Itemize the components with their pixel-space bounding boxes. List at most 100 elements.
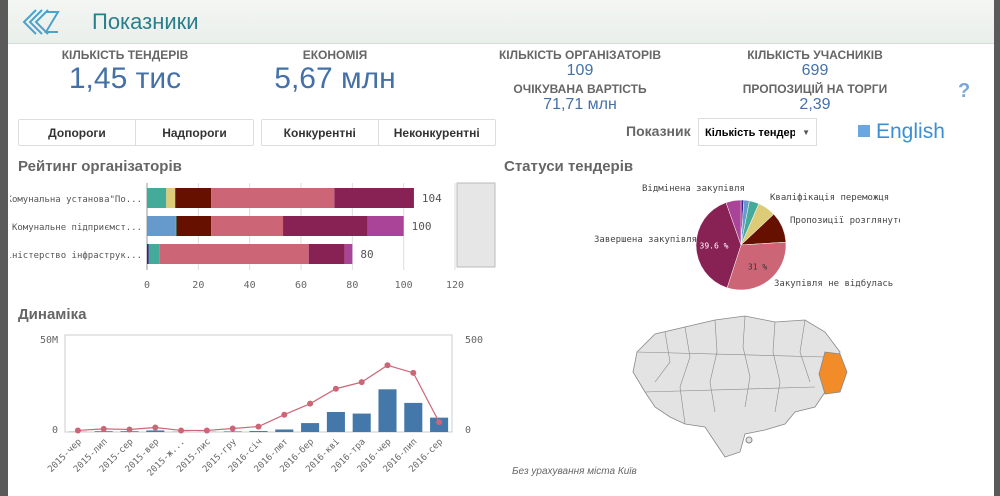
scrollbar-minimap: [456, 182, 496, 268]
pie-legend-label: Кваліфікація переможця: [770, 193, 889, 203]
window-frame-left: [0, 0, 8, 496]
region-borders: [636, 315, 826, 425]
kpi-label: ЕКОНОМІЯ: [302, 48, 368, 62]
bar-segment: [148, 244, 160, 264]
bar-segment: [176, 216, 212, 236]
bar-segment: [334, 188, 414, 208]
line-point: [307, 400, 314, 407]
kpi-value: 1,45 тис: [68, 62, 182, 95]
y-right-tick: 500: [465, 335, 483, 346]
window-frame-right: [994, 0, 1000, 496]
page-title: Показники: [92, 9, 199, 34]
x-tick-label: 60: [295, 280, 307, 291]
kpi-economy: ЕКОНОМІЯ 5,67 млн: [260, 48, 410, 96]
pie-slice: [726, 241, 787, 291]
kpi-value: 109: [566, 62, 594, 79]
highlighted-region[interactable]: [818, 351, 848, 395]
kpi-participants: КІЛЬКІСТЬ УЧАСНИКІВ 699: [730, 48, 900, 80]
competition-filter: Конкурентні Неконкурентні: [261, 119, 496, 146]
bar: [249, 431, 268, 432]
x-tick-label: 40: [244, 280, 256, 291]
bar-segment: [211, 216, 284, 236]
category-label: Міністерство інфраструк...: [10, 251, 142, 261]
language-link[interactable]: English: [858, 120, 945, 144]
bar-segment: [147, 216, 176, 236]
filter-competitive[interactable]: Конкурентні: [262, 120, 379, 145]
y-left-tick: 0: [52, 425, 58, 436]
filter-below-threshold[interactable]: Допороги: [19, 120, 136, 145]
header: Показники: [8, 0, 994, 44]
line-point: [384, 362, 391, 369]
pie-legend-label: Завершена закупівля: [594, 235, 697, 245]
line-point: [410, 369, 417, 376]
bar-segment: [159, 244, 309, 264]
kpi-label: ОЧІКУВАНА ВАРТІСТЬ: [513, 82, 647, 96]
bar-total-label: 80: [360, 248, 373, 261]
pie-legend-label: Закупівля не відбулась: [774, 278, 893, 289]
bar-segment: [308, 244, 345, 264]
organizers-rating-chart: 0 20 40 60 80 100 120 Комунальна установа"По...…: [10, 182, 496, 291]
indicator-select[interactable]: Кількість тендерів ▼: [698, 118, 817, 146]
bar: [352, 413, 371, 432]
map-note: Без урахування міста Київ: [512, 466, 637, 477]
x-tick-label: 120: [446, 280, 464, 291]
line-point: [74, 427, 81, 434]
kpi-value: 699: [801, 62, 829, 79]
ukraine-map[interactable]: [625, 312, 855, 462]
rating-title: Рейтинг організаторів: [18, 158, 182, 175]
threshold-filter: Допороги Надпороги: [18, 119, 254, 146]
bar-segment: [283, 216, 368, 236]
indicator-value: Кількість тендерів: [705, 127, 795, 139]
bar: [275, 429, 294, 432]
bar-total-label: 104: [422, 192, 442, 205]
line-point: [358, 379, 365, 386]
bar-segment: [344, 244, 353, 264]
bar: [326, 412, 345, 432]
x-tick-label: 100: [395, 280, 413, 291]
line-point: [152, 424, 159, 431]
bar: [378, 389, 397, 432]
line-point: [126, 426, 133, 433]
filter-above-threshold[interactable]: Надпороги: [162, 125, 227, 140]
indicator-label: Показник: [626, 123, 691, 139]
y-left-tick: 50M: [40, 335, 58, 346]
pie-legend-label: Відмінена закупівля: [642, 184, 745, 194]
category-label: Комунальна установа"По...: [10, 195, 142, 205]
dynamics-chart: 50M050002015-чер2015-лип2015-сер2015-вер…: [40, 334, 483, 479]
chevron-down-icon: ▼: [802, 128, 810, 137]
kpi-expected: ОЧІКУВАНА ВАРТІСТЬ 71,71 млн: [490, 82, 670, 114]
bar: [301, 423, 320, 432]
kpi-label: ПРОПОЗИЦІЙ НА ТОРГИ: [742, 82, 888, 96]
line-point: [332, 385, 339, 392]
kpi-tenders: КІЛЬКІСТЬ ТЕНДЕРІВ 1,45 тис: [40, 48, 210, 96]
dynamics-title: Динаміка: [18, 306, 87, 323]
kpi-label: КІЛЬКІСТЬ УЧАСНИКІВ: [747, 48, 883, 62]
filter-noncompetitive[interactable]: Неконкурентні: [393, 125, 480, 140]
bar-segment: [166, 188, 176, 208]
bar-total-label: 100: [412, 220, 432, 233]
bar-segment: [147, 188, 167, 208]
statuses-title: Статуси тендерів: [504, 158, 634, 175]
kpi-label: КІЛЬКІСТЬ ТЕНДЕРІВ: [61, 48, 189, 62]
line-point: [436, 419, 443, 426]
tender-status-pie: 31 % 39.6 % Кваліфікація переможця Пропозиц…: [594, 184, 900, 291]
help-icon[interactable]: ?: [958, 80, 971, 102]
line-point: [281, 411, 288, 418]
bar: [146, 430, 165, 432]
language-label: English: [876, 120, 945, 143]
x-tick-label: 80: [346, 280, 358, 291]
bar-segment: [147, 244, 149, 264]
line-point: [229, 425, 236, 432]
x-tick-label: 20: [192, 280, 204, 291]
bar-segment: [211, 188, 335, 208]
kpi-value: 5,67 млн: [274, 62, 396, 95]
slice-percent-label: 31 %: [748, 262, 767, 271]
pie-slice: [695, 202, 742, 289]
line-point: [178, 427, 185, 434]
kpi-organizers: КІЛЬКІСТЬ ОРГАНІЗАТОРІВ 109: [490, 48, 670, 80]
bar-segment: [175, 216, 177, 236]
line-point: [255, 423, 262, 430]
map-regions[interactable]: [632, 315, 841, 458]
category-label: Комунальне підприємст...: [12, 223, 142, 233]
slice-percent-label: 39.6 %: [700, 241, 729, 250]
